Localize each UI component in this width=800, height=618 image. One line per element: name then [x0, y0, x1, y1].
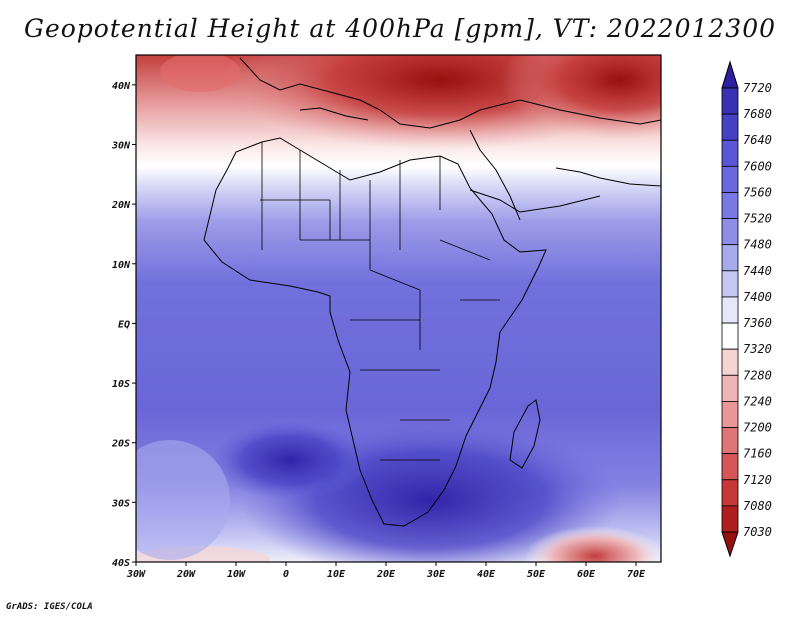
- colorbar-segment: [721, 296, 739, 324]
- colorbar-segment: [721, 113, 739, 141]
- colorbar-label: 7120: [743, 473, 772, 487]
- y-tick-label: 20S: [111, 439, 130, 450]
- map-frame: [135, 54, 662, 563]
- map-title: Geopotential Height at 400hPa [gpm], VT:…: [23, 14, 777, 43]
- colorbar-label: 7560: [743, 185, 772, 199]
- y-tick-label: 10S: [112, 379, 130, 390]
- colorbar-label: 7520: [743, 212, 772, 226]
- colorbar-segment: [721, 374, 739, 402]
- x-tick-label: 20E: [376, 569, 396, 580]
- colorbar-label: 7600: [743, 159, 772, 173]
- colorbar-segment: [721, 270, 739, 298]
- colorbar-label: 7320: [743, 342, 772, 356]
- colorbar-segment: [721, 322, 739, 350]
- colorbar-label: 7280: [743, 368, 772, 382]
- colorbar: 7720 7680 7640 7600 7560 7520 7480 7440 7400 7360…: [721, 60, 772, 558]
- colorbar-segment: [721, 401, 739, 428]
- y-tick-label: EQ: [118, 319, 130, 330]
- x-tick-label: 20W: [176, 569, 196, 580]
- y-tick-label: 10N: [112, 260, 131, 271]
- x-axis-ticks: 30W 20W 10W 0 10E 20E 30E 40E 50E 60E 70E: [126, 562, 646, 580]
- x-tick-label: 30W: [126, 569, 146, 580]
- x-tick-label: 70E: [627, 569, 646, 580]
- colorbar-segment: [721, 453, 739, 481]
- colorbar-label: 7400: [743, 290, 772, 304]
- x-tick-label: 50E: [527, 569, 546, 580]
- x-tick-label: 40E: [477, 569, 496, 580]
- y-axis-ticks: 40N 30N 20N 10N EQ 10S 20S 30S 40S: [111, 81, 136, 569]
- colorbar-segment: [721, 192, 739, 219]
- colorbar-label: 7640: [743, 133, 772, 147]
- colorbar-segment: [721, 348, 739, 376]
- colorbar-segment: [721, 218, 739, 246]
- x-tick-label: 0: [283, 569, 289, 580]
- x-tick-label: 60E: [577, 569, 596, 580]
- x-tick-label: 30E: [426, 569, 446, 580]
- colorbar-label: 7200: [743, 421, 772, 435]
- colorbar-segment: [721, 87, 739, 115]
- colorbar-label: 7160: [743, 447, 772, 461]
- colorbar-max-arrow: [721, 60, 739, 89]
- y-tick-label: 30S: [111, 498, 130, 509]
- y-tick-label: 30N: [111, 140, 131, 151]
- colorbar-label: 7720: [743, 81, 772, 95]
- coastlines: [203, 57, 661, 527]
- colorbar-label: 7030: [743, 525, 772, 539]
- colorbar-segment: [721, 244, 739, 272]
- y-tick-label: 20N: [111, 200, 131, 211]
- colorbar-segment: [721, 165, 739, 193]
- colorbar-label: 7680: [743, 107, 772, 121]
- colorbar-segment: [721, 427, 739, 455]
- colorbar-segment: [721, 139, 739, 167]
- y-tick-label: 40S: [112, 558, 130, 569]
- colorbar-label: 7480: [743, 238, 772, 252]
- colorbar-label: 7240: [743, 394, 772, 408]
- colorbar-label: 7440: [743, 264, 772, 278]
- y-tick-label: 40N: [112, 81, 131, 92]
- colorbar-min-arrow: [721, 531, 739, 558]
- colorbar-label: 7080: [743, 499, 772, 513]
- height-field: [136, 55, 661, 562]
- grads-credit: GrADS: IGES/COLA: [6, 602, 93, 612]
- colorbar-segment: [721, 479, 739, 507]
- x-tick-label: 10E: [327, 569, 346, 580]
- colorbar-segment: [721, 505, 739, 533]
- colorbar-label: 7360: [743, 316, 772, 330]
- x-tick-label: 10W: [227, 569, 246, 580]
- africa-coastline: [203, 137, 547, 527]
- madagascar-coastline: [509, 399, 541, 469]
